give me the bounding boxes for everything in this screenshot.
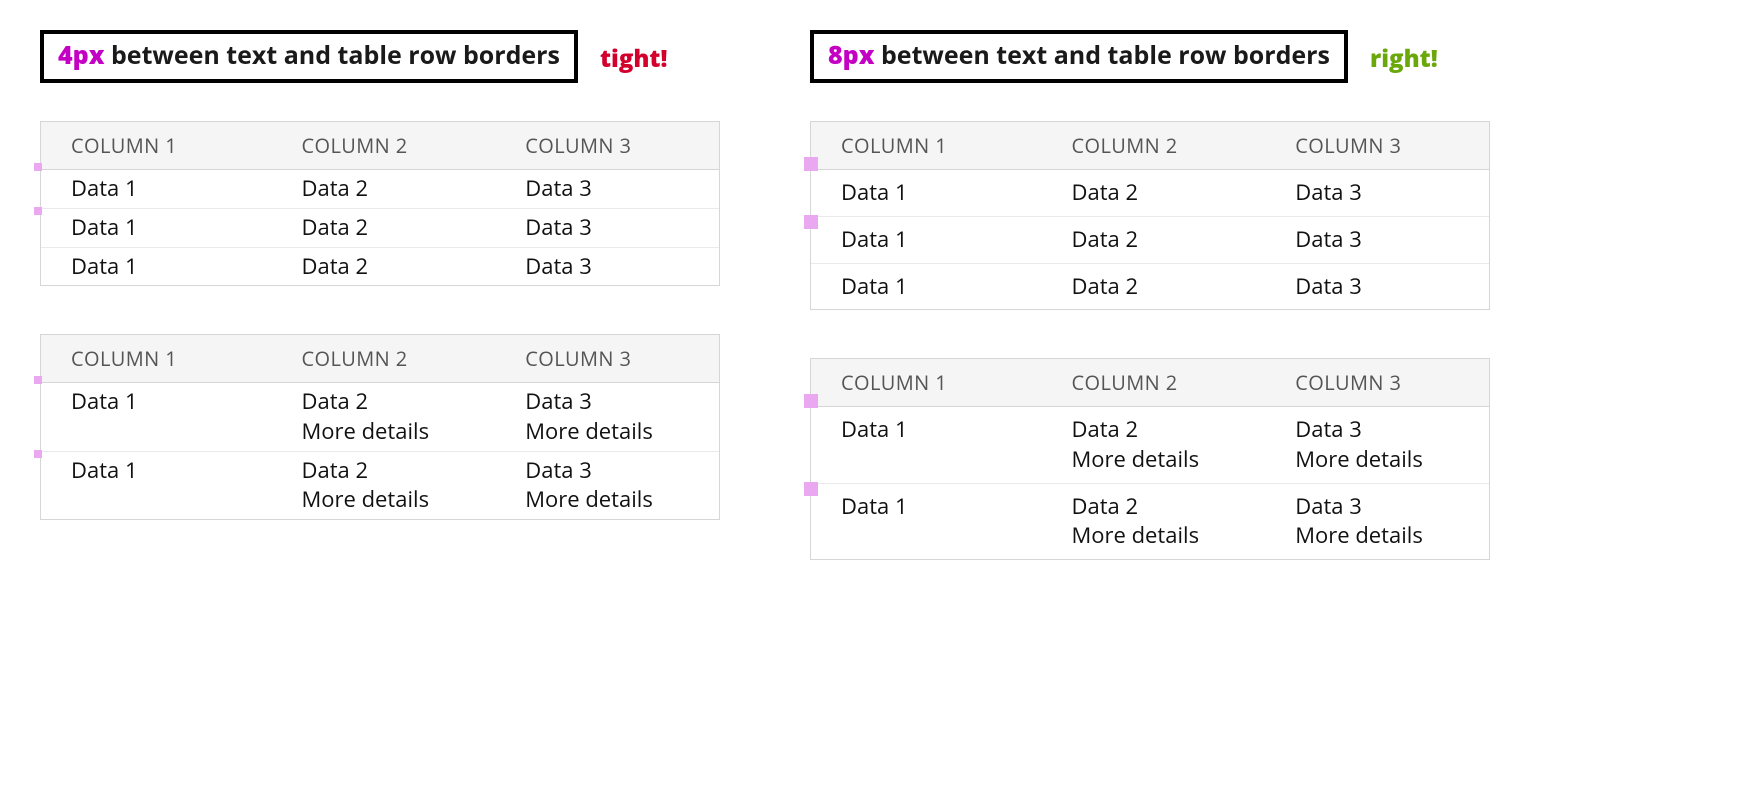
th: COLUMN 2	[272, 121, 496, 170]
example-multi-8px: COLUMN 1 COLUMN 2 COLUMN 3 Data 1 Data 2…	[810, 358, 1490, 560]
heading-box-right: 8px between text and table row borders	[810, 30, 1348, 83]
td: Data 3More details	[495, 383, 719, 450]
px-value: 4px	[58, 38, 104, 72]
td: Data 1	[41, 383, 272, 450]
table-row: Data 1 Data 2 Data 3	[41, 247, 719, 286]
th: COLUMN 2	[1042, 358, 1266, 407]
td: Data 3	[1265, 263, 1489, 310]
table-row: Data 1 Data 2 Data 3	[811, 170, 1489, 216]
td: Data 2More details	[1042, 407, 1266, 482]
table-row: Data 1 Data 2More details Data 3More det…	[41, 451, 719, 519]
table-row: Data 1 Data 2 Data 3	[41, 170, 719, 208]
th: COLUMN 2	[272, 334, 496, 383]
th: COLUMN 2	[1042, 121, 1266, 170]
th: COLUMN 3	[495, 334, 719, 383]
example-multi-4px: COLUMN 1 COLUMN 2 COLUMN 3 Data 1 Data 2…	[40, 334, 720, 520]
td: Data 2	[272, 170, 496, 208]
padding-marker-icon	[34, 376, 42, 384]
td: Data 3	[495, 208, 719, 247]
table-simple-4px: COLUMN 1 COLUMN 2 COLUMN 3 Data 1 Data 2…	[40, 121, 720, 286]
table-row: Data 1 Data 2 Data 3	[811, 263, 1489, 310]
th: COLUMN 1	[41, 121, 272, 170]
example-simple-4px: COLUMN 1 COLUMN 2 COLUMN 3 Data 1 Data 2…	[40, 121, 720, 286]
verdict-right: right!	[1370, 38, 1438, 75]
table-row: Data 1 Data 2More details Data 3More det…	[811, 483, 1489, 559]
table-row: Data 1 Data 2 Data 3	[41, 208, 719, 247]
heading-row-left: 4px between text and table row borders t…	[40, 30, 720, 83]
td: Data 2More details	[272, 451, 496, 519]
padding-marker-icon	[804, 215, 818, 229]
table-row: Data 1 Data 2 Data 3	[811, 216, 1489, 263]
td: Data 3	[495, 247, 719, 286]
padding-marker-icon	[804, 394, 818, 408]
td: Data 1	[811, 483, 1042, 559]
heading-box-left: 4px between text and table row borders	[40, 30, 578, 83]
padding-marker-icon	[34, 207, 42, 215]
td: Data 2	[1042, 263, 1266, 310]
example-simple-8px: COLUMN 1 COLUMN 2 COLUMN 3 Data 1 Data 2…	[810, 121, 1490, 310]
padding-marker-icon	[34, 450, 42, 458]
heading-text: between text and table row borders	[104, 38, 559, 72]
td: Data 3More details	[495, 451, 719, 519]
th: COLUMN 3	[495, 121, 719, 170]
heading-text: between text and table row borders	[874, 38, 1329, 72]
th: COLUMN 3	[1265, 358, 1489, 407]
verdict-tight: tight!	[600, 38, 667, 75]
td: Data 1	[41, 451, 272, 519]
th: COLUMN 1	[41, 334, 272, 383]
th: COLUMN 1	[811, 121, 1042, 170]
td: Data 1	[811, 407, 1042, 482]
px-value: 8px	[828, 38, 874, 72]
td: Data 3More details	[1265, 407, 1489, 482]
column-8px: 8px between text and table row borders r…	[810, 30, 1490, 608]
table-row: Data 1 Data 2More details Data 3More det…	[41, 383, 719, 450]
td: Data 1	[811, 263, 1042, 310]
table-row: Data 1 Data 2More details Data 3More det…	[811, 407, 1489, 482]
table-simple-8px: COLUMN 1 COLUMN 2 COLUMN 3 Data 1 Data 2…	[810, 121, 1490, 310]
td: Data 1	[41, 208, 272, 247]
th: COLUMN 1	[811, 358, 1042, 407]
td: Data 2	[272, 247, 496, 286]
padding-marker-icon	[804, 157, 818, 171]
td: Data 1	[811, 170, 1042, 216]
td: Data 1	[41, 170, 272, 208]
table-multi-4px: COLUMN 1 COLUMN 2 COLUMN 3 Data 1 Data 2…	[40, 334, 720, 520]
td: Data 2	[1042, 170, 1266, 216]
column-4px: 4px between text and table row borders t…	[40, 30, 720, 608]
td: Data 2More details	[1042, 483, 1266, 559]
td: Data 3More details	[1265, 483, 1489, 559]
td: Data 3	[1265, 170, 1489, 216]
td: Data 2	[1042, 216, 1266, 263]
padding-marker-icon	[804, 482, 818, 496]
table-multi-8px: COLUMN 1 COLUMN 2 COLUMN 3 Data 1 Data 2…	[810, 358, 1490, 560]
td: Data 1	[811, 216, 1042, 263]
padding-marker-icon	[34, 163, 42, 171]
td: Data 1	[41, 247, 272, 286]
th: COLUMN 3	[1265, 121, 1489, 170]
heading-row-right: 8px between text and table row borders r…	[810, 30, 1490, 83]
td: Data 2	[272, 208, 496, 247]
td: Data 3	[495, 170, 719, 208]
td: Data 2More details	[272, 383, 496, 450]
td: Data 3	[1265, 216, 1489, 263]
